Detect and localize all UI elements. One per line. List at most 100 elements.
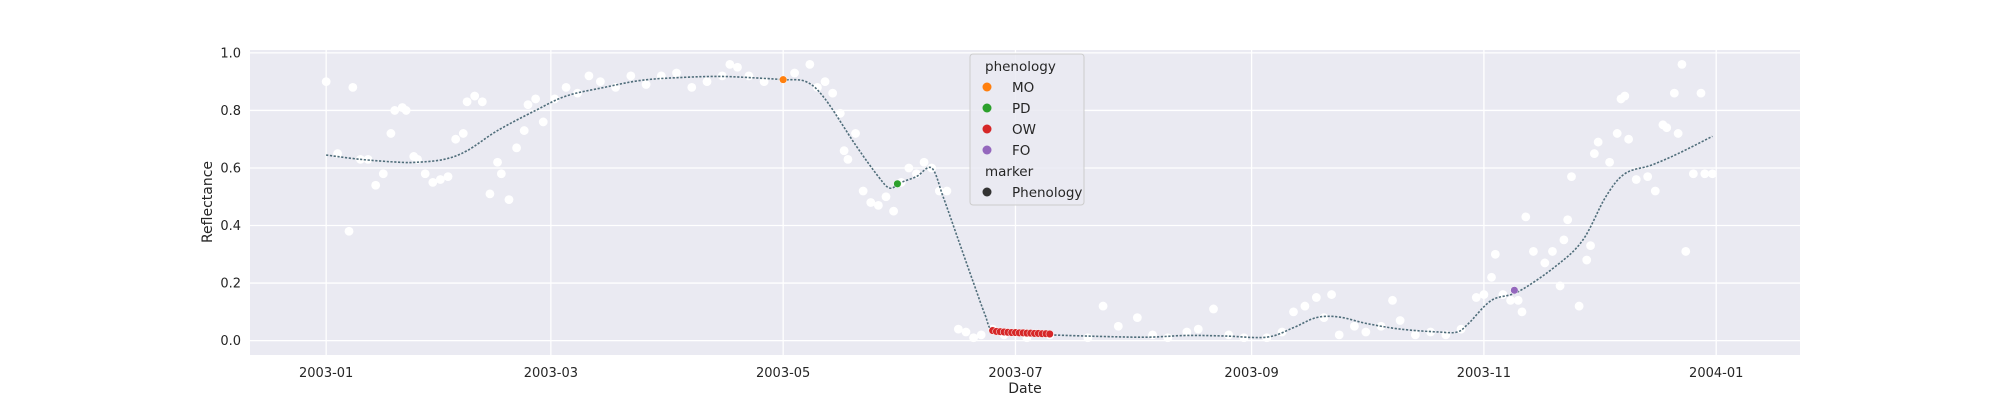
x-tick-label: 2003-11	[1457, 366, 1511, 381]
observation-point	[1388, 295, 1397, 305]
observation-point	[1700, 169, 1710, 179]
observation-point	[1262, 333, 1272, 343]
observation-point	[1540, 258, 1550, 268]
observation-point	[942, 186, 952, 196]
observation-point	[881, 192, 891, 202]
observation-point	[866, 198, 876, 207]
observation-point	[1677, 59, 1687, 69]
observation-point	[1620, 91, 1630, 101]
observation-point	[702, 77, 712, 87]
observation-point	[976, 330, 986, 340]
observation-point	[1681, 247, 1691, 256]
observation-point	[1513, 295, 1523, 305]
observation-point	[805, 59, 815, 69]
observation-point	[904, 163, 914, 173]
observation-point	[584, 71, 594, 81]
observation-point	[344, 226, 354, 236]
phenology-point-fo	[1510, 286, 1519, 295]
observation-point	[1327, 290, 1336, 299]
observation-point	[413, 154, 422, 164]
y-tick-label: 1.0	[220, 46, 241, 61]
observation-point	[443, 172, 453, 182]
observation-point	[1517, 307, 1527, 317]
legend-marker-entries: Phenology	[982, 185, 1082, 201]
observation-point	[458, 129, 468, 138]
legend-marker-mo	[982, 82, 992, 92]
observation-point	[1289, 307, 1298, 317]
legend: phenology MO PD OW FO marker Phenology	[969, 53, 1085, 206]
observation-point	[820, 77, 830, 87]
observation-point	[759, 77, 769, 87]
observation-point	[496, 169, 506, 179]
observation-point	[889, 206, 899, 216]
observation-point	[401, 106, 411, 115]
observation-point	[1311, 293, 1321, 302]
observation-point	[538, 117, 548, 127]
observation-point	[321, 77, 331, 87]
observation-point	[512, 143, 521, 153]
x-tick-label: 2003-03	[524, 366, 578, 381]
observation-point	[934, 186, 944, 196]
observation-point	[1605, 157, 1614, 167]
observation-point	[1529, 247, 1538, 256]
observation-point	[1490, 249, 1500, 259]
observation-point	[451, 134, 461, 144]
observation-point	[961, 327, 971, 337]
observation-point	[687, 83, 697, 92]
observation-point	[485, 189, 495, 199]
phenology-point-mo	[779, 75, 788, 84]
legend-label-pd: PD	[1012, 101, 1031, 117]
observation-point	[1132, 313, 1142, 322]
y-tick-label: 0.4	[220, 219, 241, 234]
observation-point	[1300, 301, 1310, 311]
y-axis-ticks: 0.0 0.2 0.4 0.6 0.8 1.0	[220, 46, 241, 349]
x-tick-label: 2003-01	[299, 366, 353, 381]
observation-point	[1688, 169, 1698, 179]
x-axis-label: Date	[1008, 381, 1041, 397]
observation-point	[436, 175, 445, 184]
legend-marker-fo	[982, 145, 992, 155]
observation-point	[1319, 313, 1329, 322]
observation-point	[348, 83, 358, 92]
observation-point	[1548, 247, 1557, 256]
observation-point	[493, 157, 502, 167]
phenology-point-ow	[1045, 329, 1054, 339]
observation-point	[790, 68, 799, 78]
observation-point	[1441, 330, 1451, 340]
y-axis-label: Reflectance	[200, 161, 216, 243]
observation-point	[626, 71, 636, 81]
observation-point	[1662, 123, 1672, 133]
observation-point	[835, 108, 845, 118]
observation-point	[1209, 304, 1218, 314]
legend-label-fo: FO	[1012, 143, 1030, 159]
observation-point	[1708, 169, 1717, 179]
observation-point	[1669, 88, 1679, 98]
observation-point	[1083, 333, 1093, 343]
observation-point	[1193, 324, 1203, 334]
observation-point	[1574, 301, 1584, 311]
observation-point	[531, 94, 541, 104]
observation-point	[873, 200, 883, 210]
x-tick-label: 2004-01	[1689, 366, 1743, 381]
observation-point	[725, 59, 735, 69]
observation-point	[843, 154, 853, 164]
observation-point	[519, 126, 529, 135]
observation-point	[428, 177, 438, 187]
legend-label-phenology: Phenology	[1012, 185, 1082, 201]
legend-entries: MO PD OW FO	[982, 80, 1036, 159]
observation-point	[378, 169, 388, 179]
observation-point	[1624, 134, 1634, 144]
y-tick-label: 0.8	[220, 104, 241, 119]
x-tick-label: 2003-05	[756, 366, 810, 381]
fitted-curve-line	[326, 75, 1713, 339]
observation-point	[1361, 327, 1371, 337]
observation-point	[1471, 293, 1481, 302]
observation-point	[1395, 316, 1405, 325]
y-tick-label: 0.0	[220, 334, 241, 349]
observation-point	[477, 97, 487, 107]
observation-point	[390, 106, 400, 115]
observation-point	[672, 68, 681, 78]
observation-point	[1650, 186, 1660, 196]
observation-point	[1113, 321, 1123, 331]
